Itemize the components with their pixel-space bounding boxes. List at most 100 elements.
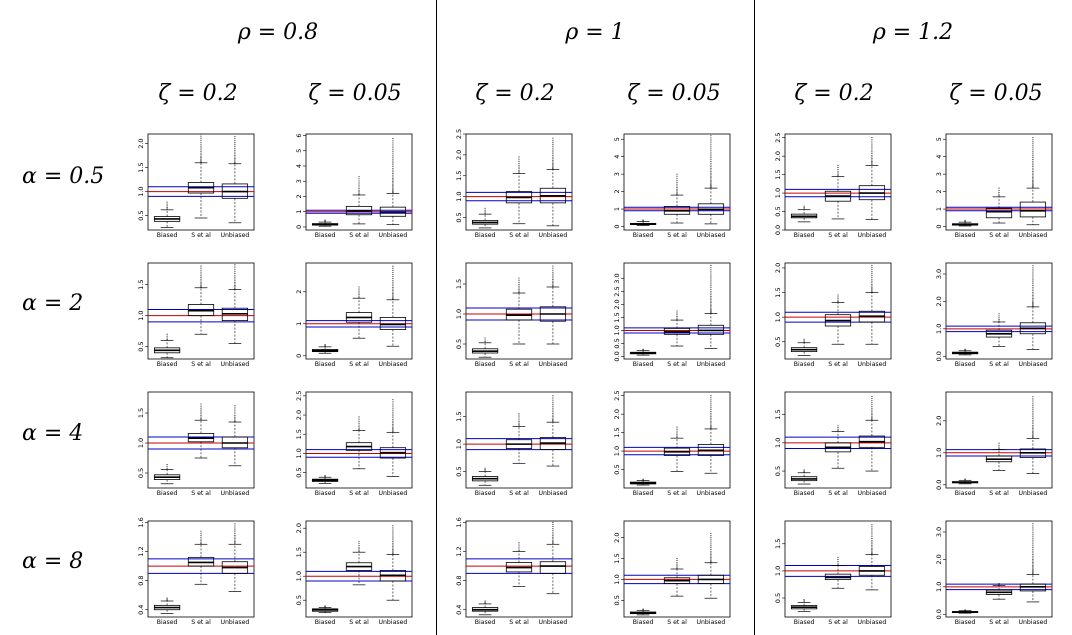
- outlier-point: [710, 186, 712, 188]
- outlier-point: [710, 166, 712, 168]
- outlier-point: [518, 285, 520, 287]
- outlier-point: [518, 425, 520, 427]
- y-tick-label: 1.0: [137, 438, 145, 448]
- outlier-point: [518, 166, 520, 168]
- outlier-point: [710, 541, 712, 543]
- outlier-point: [392, 176, 394, 178]
- y-tick-label: 0.0: [935, 480, 943, 490]
- outlier-point: [552, 166, 554, 168]
- iqr-box: [790, 605, 818, 610]
- outlier-point: [871, 151, 873, 153]
- boxplot-unbiased: [858, 395, 886, 472]
- outlier-point: [234, 413, 236, 415]
- outlier-point: [1032, 185, 1034, 187]
- x-category-label: Biased: [633, 490, 654, 497]
- boxplot-panel: 0.0 1.0 2.0 Biased S et al Unbiased: [935, 391, 1053, 497]
- outlier-point: [1032, 541, 1034, 543]
- outlier-point: [392, 542, 394, 544]
- outlier-point: [998, 444, 1000, 446]
- y-tick-label: 1.0: [613, 325, 621, 335]
- zeta-header: ζ = 0.05: [627, 81, 721, 106]
- boxplot-s-et-al: [663, 558, 691, 597]
- outlier-point: [710, 532, 712, 535]
- outlier-point: [1032, 567, 1034, 569]
- outlier-point: [200, 150, 202, 153]
- outlier-point: [1032, 571, 1034, 573]
- boxplot-s-et-al: [187, 403, 215, 459]
- iqr-box: [471, 220, 499, 225]
- outlier-point: [1032, 423, 1034, 425]
- alpha-label: α = 4: [22, 421, 84, 446]
- outlier-point: [166, 335, 168, 337]
- zeta-header: ζ = 0.2: [794, 81, 874, 106]
- outlier-point: [200, 267, 202, 269]
- outlier-point: [392, 290, 394, 292]
- outlier-point: [552, 162, 554, 164]
- outlier-point: [200, 141, 202, 143]
- y-tick-label: 1: [613, 207, 621, 211]
- outlier-point: [234, 411, 236, 413]
- outlier-point: [392, 420, 394, 422]
- y-tick-label: 2: [935, 190, 943, 194]
- outlier-point: [392, 187, 394, 189]
- outlier-point: [552, 273, 554, 275]
- outlier-point: [392, 527, 394, 529]
- outlier-point: [871, 275, 873, 277]
- boxplot-unbiased: [539, 265, 567, 345]
- x-category-label: Biased: [633, 361, 654, 368]
- outlier-point: [710, 287, 712, 289]
- y-tick-label: 3: [613, 172, 621, 176]
- outlier-point: [803, 340, 805, 342]
- iqr-box: [471, 476, 499, 482]
- outlier-point: [200, 407, 202, 409]
- x-category-label: Unbiased: [538, 361, 567, 368]
- boxplot-unbiased: [539, 521, 567, 595]
- y-tick-label: 0.5: [295, 467, 303, 477]
- outlier-point: [324, 344, 326, 346]
- x-category-label: Unbiased: [857, 490, 886, 497]
- outlier-point: [1032, 184, 1034, 186]
- outlier-point: [837, 563, 839, 566]
- outlier-point: [392, 174, 394, 176]
- x-category-label: Biased: [475, 490, 496, 497]
- y-tick-label: 1.5: [774, 287, 782, 297]
- outlier-point: [200, 405, 202, 407]
- boxplot-s-et-al: [824, 556, 852, 589]
- y-tick-label: 2.0: [613, 299, 621, 309]
- outlier-point: [392, 407, 394, 409]
- outlier-point: [200, 532, 202, 534]
- y-tick-label: 0: [935, 224, 943, 228]
- outlier-point: [552, 407, 554, 409]
- outlier-point: [803, 205, 805, 207]
- y-tick-label: 1.5: [774, 539, 782, 549]
- outlier-point: [710, 552, 712, 554]
- outlier-point: [166, 337, 168, 339]
- outlier-point: [710, 304, 712, 307]
- zeta-header: ζ = 0.05: [949, 81, 1043, 106]
- outlier-point: [358, 549, 360, 551]
- outlier-point: [200, 538, 202, 540]
- outlier-point: [676, 559, 678, 562]
- outlier-point: [518, 156, 520, 158]
- iqr-box: [951, 351, 979, 355]
- outlier-point: [200, 157, 202, 159]
- x-category-label: S et al: [989, 490, 1009, 497]
- outlier-point: [1032, 535, 1034, 537]
- outlier-point: [1032, 291, 1034, 293]
- outlier-point: [871, 286, 873, 288]
- outlier-point: [200, 265, 202, 267]
- boxplot-s-et-al: [824, 294, 852, 345]
- outlier-point: [200, 413, 202, 415]
- boxplot-unbiased: [697, 265, 725, 349]
- outlier-point: [518, 162, 520, 164]
- x-category-label: S et al: [667, 619, 687, 626]
- outlier-point: [710, 179, 712, 181]
- outlier-point: [871, 147, 873, 149]
- boxplot-biased: [629, 608, 657, 616]
- outlier-point: [710, 288, 712, 291]
- boxplot-panel: 0.5 1.0 1.5 Biased S et al Unbiased: [137, 262, 255, 368]
- outlier-point: [710, 137, 712, 139]
- outlier-point: [392, 177, 394, 179]
- boxplot-panel: 0.5 1.0 1.5 2.0 Biased S et al Unbiased: [295, 520, 413, 626]
- outlier-point: [964, 348, 966, 350]
